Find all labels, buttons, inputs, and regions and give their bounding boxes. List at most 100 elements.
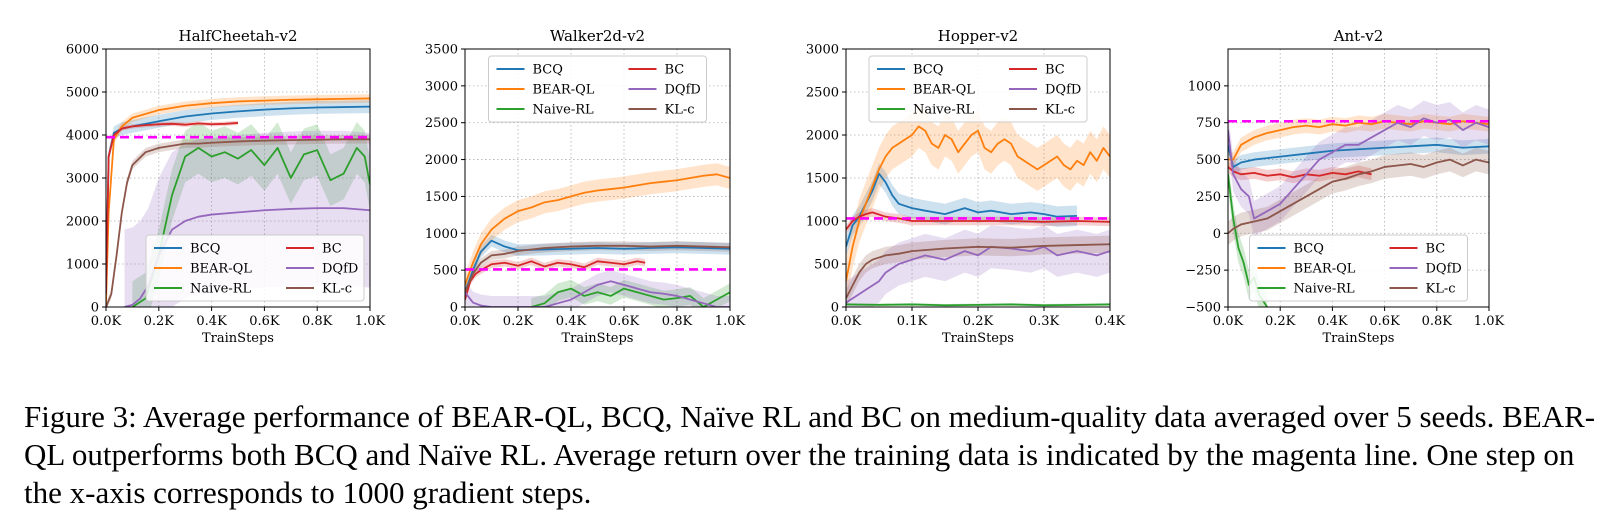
line-bcq: [106, 105, 370, 299]
x-tick-label: 0.8K: [662, 314, 693, 329]
axes-frame: [1227, 48, 1490, 308]
legend-label-kl-c: KL-c: [1045, 103, 1075, 118]
band-kl-c: [1228, 147, 1489, 246]
band-bear-ql: [846, 104, 1110, 303]
plot-area: [846, 104, 1110, 307]
line-bc: [1228, 166, 1372, 179]
legend: BCQ BC BEAR-QL DQfD Naive-RL KL-c: [868, 55, 1088, 123]
y-tick-label: 3000: [806, 43, 839, 58]
y-tick-label: 2000: [806, 129, 839, 144]
chart-panel-1: 0.0K 0.2K 0.4K 0.6K 0.8K 1.0K 0 500 1000 1500 2000…: [425, 27, 746, 346]
legend-label-bc: BC: [1045, 63, 1065, 78]
line-dqfd: [465, 280, 730, 307]
line-bear-ql: [846, 125, 1110, 282]
y-tick-label: 1000: [1188, 79, 1221, 94]
legend-label-bcq: BCQ: [190, 242, 220, 257]
legend-label-bcq: BCQ: [1294, 242, 1324, 257]
x-axis-label: TrainSteps: [562, 331, 634, 346]
x-tick-label: 0.6K: [249, 314, 280, 329]
chart-title: Ant-v2: [1333, 27, 1384, 45]
line-dqfd: [124, 207, 370, 307]
legend: BCQ BC BEAR-QL DQfD Naive-RL KL-c: [1249, 234, 1468, 302]
x-tick-label: 1.0K: [1474, 314, 1505, 329]
x-tick-label: 0.3K: [1029, 314, 1060, 329]
band-kl-c: [846, 235, 1110, 307]
figure-caption: Figure 3: Average performance of BEAR-QL…: [24, 399, 1596, 510]
y-tick-label: 2500: [425, 116, 458, 131]
legend-label-dqfd: DQfD: [1045, 83, 1081, 98]
legend-label-kl-c: KL-c: [665, 103, 695, 118]
band-dqfd: [1228, 100, 1489, 237]
legend-label-bcq: BCQ: [913, 63, 943, 78]
y-tick-label: 2000: [425, 153, 458, 168]
legend-box: [1249, 234, 1468, 302]
chart-title: HalfCheetah-v2: [179, 27, 298, 45]
legend-box: [868, 55, 1088, 123]
band-bear-ql: [106, 94, 370, 307]
y-tick-label: 0: [450, 301, 458, 316]
legend-label-bear-ql: BEAR-QL: [1294, 262, 1356, 277]
x-tick-label: 1.0K: [355, 314, 386, 329]
x-tick-label: 0.0K: [450, 314, 481, 329]
x-tick-label: 0.0K: [91, 314, 122, 329]
y-tick-label: 1000: [66, 258, 99, 273]
line-bc: [465, 260, 646, 300]
y-tick-label: 0: [1213, 227, 1221, 242]
chart-title: Hopper-v2: [938, 27, 1018, 45]
chart-panel-3: 0.0K 0.2K 0.4K 0.6K 0.8K 1.0K −500 −250 0 250 500 7…: [1185, 27, 1504, 346]
y-tick-label: 500: [433, 264, 458, 279]
legend-label-bear-ql: BEAR-QL: [913, 83, 975, 98]
legend-label-bc: BC: [322, 242, 342, 257]
chart-panel-2: 0.0K 0.1K 0.2K 0.3K 0.4K 0 500 1000 1500 2000 2500…: [806, 27, 1126, 346]
y-tick-label: 500: [814, 258, 839, 273]
y-tick-label: 250: [1196, 190, 1221, 205]
y-tick-label: 0: [831, 301, 839, 316]
axes-frame: [464, 48, 731, 308]
x-tick-label: 0.2K: [144, 314, 175, 329]
line-kl-c: [846, 243, 1110, 299]
legend-label-bcq: BCQ: [533, 63, 563, 78]
legend-label-naive-rl: Naive-RL: [1294, 282, 1356, 297]
line-bc: [106, 122, 239, 295]
band-bcq: [846, 163, 1077, 258]
chart-title: Walker2d-v2: [550, 27, 645, 45]
legend-label-bc: BC: [665, 63, 685, 78]
y-tick-label: 1000: [425, 227, 458, 242]
x-tick-label: 0.4K: [556, 314, 587, 329]
line-bear-ql: [106, 97, 370, 303]
legend: BCQ BC BEAR-QL DQfD Naive-RL KL-c: [488, 55, 707, 123]
x-tick-label: 0.0K: [831, 314, 862, 329]
band-bear-ql: [465, 163, 730, 296]
legend-label-bear-ql: BEAR-QL: [190, 262, 252, 277]
x-tick-label: 0.4K: [1317, 314, 1348, 329]
y-tick-label: 1000: [806, 215, 839, 230]
x-tick-label: 0.6K: [1369, 314, 1400, 329]
legend: BCQ BC BEAR-QL DQfD Naive-RL KL-c: [145, 234, 365, 302]
x-tick-label: 0.2K: [1265, 314, 1296, 329]
x-axis-label: TrainSteps: [202, 331, 274, 346]
line-bcq: [1228, 143, 1489, 168]
band-bc: [1228, 161, 1372, 184]
y-tick-label: 2500: [806, 86, 839, 101]
legend-label-bear-ql: BEAR-QL: [533, 83, 595, 98]
x-tick-label: 1.0K: [715, 314, 746, 329]
legend-label-dqfd: DQfD: [322, 262, 358, 277]
line-kl-c: [465, 244, 730, 293]
line-naive-rl: [846, 303, 1110, 307]
y-tick-label: −500: [1185, 301, 1221, 316]
y-tick-label: 5000: [66, 86, 99, 101]
band-bcq: [1228, 137, 1489, 175]
y-tick-label: 3500: [425, 43, 458, 58]
chart-panel-0: 0.0K 0.2K 0.4K 0.6K 0.8K 1.0K 0 1000 2000 3000 400…: [66, 27, 386, 346]
legend-box: [145, 234, 365, 302]
band-bcq: [106, 100, 370, 305]
band-bc: [465, 257, 646, 304]
x-tick-label: 0.0K: [1213, 314, 1244, 329]
line-bcq: [465, 239, 730, 293]
legend-label-kl-c: KL-c: [322, 282, 352, 297]
legend-label-dqfd: DQfD: [665, 83, 701, 98]
y-tick-label: 4000: [66, 129, 99, 144]
x-axis-label: TrainSteps: [942, 331, 1014, 346]
legend-label-naive-rl: Naive-RL: [913, 103, 975, 118]
y-tick-label: 2000: [66, 215, 99, 230]
